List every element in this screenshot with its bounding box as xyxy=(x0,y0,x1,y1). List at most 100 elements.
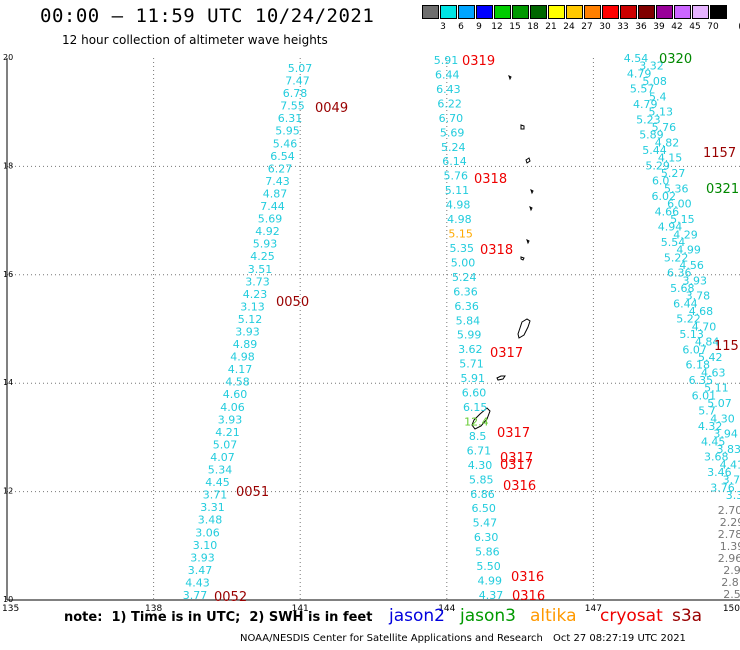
wave-height-value: 5.11 xyxy=(445,184,470,197)
wave-height-value: 5.91 xyxy=(461,372,486,385)
color-swatch-label: 15 xyxy=(509,22,521,32)
wave-height-value: 6.15 xyxy=(463,401,488,414)
wave-height-value: 5.15 xyxy=(448,228,473,241)
wave-height-value: 4.29 xyxy=(673,228,698,241)
pass-time-label: 0319 xyxy=(462,54,495,69)
color-swatch-label: 45 xyxy=(689,22,701,32)
wave-height-value: 2.96 xyxy=(718,552,740,565)
pass-time-label: 0050 xyxy=(276,295,309,310)
wave-height-value: 5.7 xyxy=(698,405,716,418)
wave-height-value: 3.10 xyxy=(193,539,218,552)
satellite-legend-item: jason3 xyxy=(460,606,516,626)
wave-height-value: 2.78 xyxy=(718,528,740,541)
wave-height-value: 6.22 xyxy=(437,97,462,110)
grid-lines xyxy=(7,58,740,600)
wave-height-value: 5.00 xyxy=(451,256,476,269)
island-outline xyxy=(530,189,534,195)
wave-height-value: 5.76 xyxy=(443,170,468,183)
wave-height-value: 4.82 xyxy=(655,136,680,149)
color-swatch-label: 33 xyxy=(617,22,629,32)
wave-height-value: 5.24 xyxy=(441,141,466,154)
island-outline xyxy=(517,318,531,339)
pass-time-label: 0317 xyxy=(500,451,533,466)
wave-height-value: 5.95 xyxy=(275,125,300,138)
color-swatch-label: 6 xyxy=(458,22,464,32)
wave-height-value: 3.94 xyxy=(713,428,738,441)
pass-time-label: 115 xyxy=(714,339,739,354)
wave-height-value: 4.37 xyxy=(479,589,504,602)
wave-height-value: 6.36 xyxy=(454,300,479,313)
island-outline xyxy=(471,407,491,430)
wave-height-value: 2.70 xyxy=(718,504,740,517)
wave-height-value: 3.77 xyxy=(183,589,208,602)
wave-height-value: 4.98 xyxy=(447,213,472,226)
wave-height-value: 3.32 xyxy=(639,60,664,73)
wave-height-value: 5.84 xyxy=(456,314,481,327)
satellite-legend-item: s3a xyxy=(672,606,703,626)
wave-height-value: 6.70 xyxy=(439,112,464,125)
color-swatch xyxy=(566,5,583,19)
wave-height-value: 6.18 xyxy=(686,359,711,372)
wave-height-value: 4.45 xyxy=(701,435,726,448)
wave-height-value: 6.27 xyxy=(268,162,293,175)
wave-height-value: 4.99 xyxy=(478,575,503,588)
wave-height-value: 7.47 xyxy=(285,75,310,88)
wave-height-value: 5.85 xyxy=(469,473,494,486)
color-swatch xyxy=(512,5,529,19)
wave-height-value: 7.55 xyxy=(280,100,305,113)
wave-height-value: 4.98 xyxy=(446,199,471,212)
wave-height-value: 6.00 xyxy=(667,198,692,211)
wave-height-value: 6.44 xyxy=(673,297,698,310)
wave-height-value: 6.86 xyxy=(470,488,495,501)
wave-height-value: 3.37 xyxy=(726,489,740,502)
wave-height-value: 4.30 xyxy=(468,459,493,472)
wave-height-value: 5.08 xyxy=(642,75,667,88)
wave-height-value: 4.87 xyxy=(263,187,288,200)
color-swatch xyxy=(440,5,457,19)
wave-height-value: 6.36 xyxy=(453,285,478,298)
wave-height-value: 3.46 xyxy=(707,466,732,479)
wave-height-value: 4.30 xyxy=(710,412,735,425)
island-outline xyxy=(496,375,506,381)
wave-height-value: 4.79 xyxy=(627,67,652,80)
wave-height-value: 6.31 xyxy=(278,112,303,125)
wave-height-value: 5.76 xyxy=(652,121,677,134)
wave-height-value: 4.54 xyxy=(624,52,649,65)
latitude-label: 20 xyxy=(3,53,13,62)
wave-height-value: 4.58 xyxy=(225,376,250,389)
longitude-label: 141 xyxy=(292,604,309,614)
wave-height-value: 5.69 xyxy=(440,126,465,139)
wave-height-value: 6.50 xyxy=(471,502,496,515)
wave-height-value: 4.32 xyxy=(698,420,723,433)
wave-height-value: 3.71 xyxy=(203,489,228,502)
island-outline xyxy=(520,256,525,261)
island-outline xyxy=(526,239,530,245)
pass-time-label: 0317 xyxy=(490,346,523,361)
wave-height-value: 5.50 xyxy=(476,560,501,573)
generated-timestamp: Oct 27 08:27:19 UTC 2021 xyxy=(553,633,686,644)
wave-height-value: 5.71 xyxy=(459,358,484,371)
color-swatch xyxy=(638,5,655,19)
wave-height-value: 3.93 xyxy=(683,274,708,287)
pass-time-label: 0316 xyxy=(511,570,544,585)
wave-height-value: 5.29 xyxy=(645,159,670,172)
wave-height-value: 5.07 xyxy=(707,397,732,410)
wave-height-value: 4.79 xyxy=(633,98,658,111)
wave-height-value: 6.78 xyxy=(283,87,308,100)
color-swatch xyxy=(602,5,619,19)
wave-height-value: 6.02 xyxy=(652,190,677,203)
color-swatch xyxy=(458,5,475,19)
wave-height-value: 4.84 xyxy=(695,336,720,349)
wave-height-value: 6.43 xyxy=(436,83,461,96)
wave-height-value: 5.69 xyxy=(258,213,283,226)
longitude-labels: 135 138 141 144 147 150 xyxy=(2,604,740,614)
wave-height-value: 5.15 xyxy=(670,213,695,226)
wave-height-value: 5.54 xyxy=(661,236,686,249)
longitude-label: 150 xyxy=(723,604,740,614)
color-swatch-label: 3 xyxy=(440,22,446,32)
wave-height-value: 7.44 xyxy=(260,200,285,213)
wave-height-value: 1.39 xyxy=(720,540,740,553)
longitude-label: 147 xyxy=(585,604,602,614)
map-title: 00:00 – 11:59 UTC 10/24/2021 xyxy=(40,5,375,27)
